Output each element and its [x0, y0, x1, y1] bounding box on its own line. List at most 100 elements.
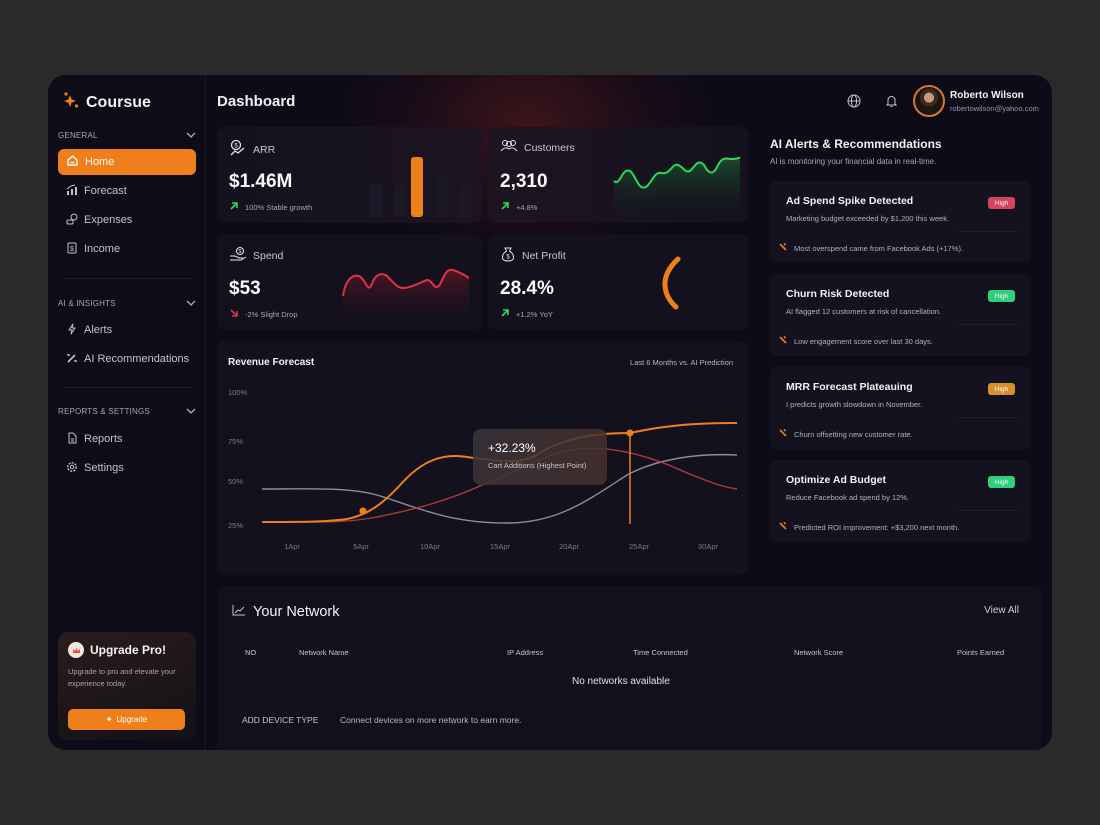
- page-title: Dashboard: [217, 93, 296, 110]
- sidebar-item-label: AI Recommendations: [84, 353, 190, 365]
- kpi-delta-text: +4.8%: [516, 202, 538, 212]
- upgrade-button[interactable]: ✦ Upgrade: [68, 709, 185, 730]
- upgrade-title-text: Upgrade Pro!: [90, 643, 167, 657]
- ai-alerts-title: AI Alerts & Recommendations: [770, 137, 942, 151]
- user-name: Roberto Wilson: [950, 90, 1024, 101]
- kpi-value: 28.4%: [500, 278, 554, 299]
- sidebar-divider: [62, 387, 192, 388]
- column-header[interactable]: Network Score: [794, 648, 844, 657]
- alert-card[interactable]: MRR Forecast Plateauing High I predicts …: [770, 367, 1031, 449]
- kpi-delta: +4.8%: [500, 201, 537, 213]
- kpi-delta-text: +1.2% YoY: [516, 309, 553, 319]
- kpi-card-spend[interactable]: $ Spend $53 -2% Slight Drop: [217, 234, 482, 330]
- avatar[interactable]: [913, 85, 945, 117]
- revenue-forecast-card: Revenue Forecast Last 6 Months vs. AI Pr…: [217, 341, 748, 575]
- alert-divider: [957, 417, 1017, 418]
- chart-title: Revenue Forecast: [228, 357, 315, 368]
- revenue-line-chart[interactable]: [217, 341, 748, 575]
- view-all-link[interactable]: View All: [984, 605, 1019, 616]
- alert-description: Reduce Facebook ad spend by 12%.: [786, 493, 909, 502]
- kpi-value: $1.46M: [229, 171, 293, 192]
- section-general[interactable]: GENERAL: [58, 131, 196, 140]
- arr-bar-chart: [370, 157, 471, 217]
- sidebar-item-alerts[interactable]: Alerts: [58, 317, 196, 343]
- x-tick: 20Apr: [558, 542, 580, 551]
- alert-title: MRR Forecast Plateauing: [786, 381, 913, 393]
- kpi-delta-text: -2% Slight Drop: [245, 309, 298, 319]
- upgrade-title: Upgrade Pro!: [68, 642, 186, 658]
- kpi-value: $53: [229, 278, 261, 299]
- kpi-delta: 100% Stable growth: [229, 201, 312, 213]
- section-label: REPORTS & SETTINGS: [58, 407, 150, 416]
- sidebar-item-home[interactable]: Home: [58, 149, 196, 175]
- sidebar-divider: [62, 278, 192, 279]
- alert-note-text: Predicted ROI improvement: +$3,200 next …: [794, 522, 960, 532]
- add-device-description: Connect devices on more network to earn …: [340, 715, 522, 725]
- column-header[interactable]: Time Connected: [633, 648, 688, 657]
- globe-icon[interactable]: [845, 92, 863, 110]
- upgrade-pro-card: Upgrade Pro! Upgrade to pro and elevate …: [58, 632, 196, 740]
- alert-description: AI flagged 12 customers at risk of cance…: [786, 307, 942, 316]
- arrow-up-right-icon: [500, 201, 510, 213]
- kpi-card-customers[interactable]: Customers 2,310 +4.8%: [488, 127, 748, 223]
- sidebar-item-label: Reports: [84, 433, 123, 445]
- kpi-title: Customers: [500, 139, 575, 156]
- magic-wand-icon: [66, 352, 78, 367]
- kpi-label: Net Profit: [522, 249, 566, 262]
- chart-tooltip: +32.23% Cart Additions (Highest Point): [473, 429, 607, 485]
- alert-card[interactable]: Churn Risk Detected High AI flagged 12 c…: [770, 274, 1031, 356]
- money-bag-icon: $: [500, 246, 516, 265]
- svg-text:$: $: [70, 246, 74, 253]
- sidebar-item-forecast[interactable]: Forecast: [58, 178, 196, 204]
- brand-logo[interactable]: Coursue: [62, 91, 151, 114]
- sidebar-item-settings[interactable]: Settings: [58, 455, 196, 481]
- x-tick: 30Apr: [697, 542, 719, 551]
- sidebar-item-expenses[interactable]: Expenses: [58, 207, 196, 233]
- column-header[interactable]: IP Address: [507, 648, 544, 657]
- y-tick: 25%: [228, 521, 244, 530]
- sidebar-item-label: Forecast: [84, 185, 127, 197]
- add-device-type[interactable]: ADD DEVICE TYPE: [242, 715, 319, 725]
- trend-chart-icon: [232, 604, 246, 620]
- crown-icon: [68, 642, 84, 658]
- magic-wand-icon: [778, 521, 788, 533]
- arrow-up-right-icon: [500, 308, 510, 320]
- column-header[interactable]: Points Earned: [957, 648, 1005, 657]
- arrow-up-right-icon: [229, 201, 239, 213]
- alert-title: Churn Risk Detected: [786, 288, 890, 300]
- network-title-text: Your Network: [253, 604, 340, 620]
- sidebar: Coursue GENERAL Home Forecast Expenses $…: [48, 75, 206, 750]
- sidebar-item-ai-recommendations[interactable]: AI Recommendations: [58, 346, 196, 372]
- alert-card[interactable]: Ad Spend Spike Detected High Marketing b…: [770, 181, 1031, 263]
- priority-badge: High: [988, 290, 1015, 302]
- y-tick: 50%: [228, 477, 244, 486]
- bell-icon[interactable]: [882, 92, 900, 110]
- section-ai-insights[interactable]: AI & INSIGHTS: [58, 299, 196, 308]
- svg-text:$: $: [239, 249, 242, 255]
- chart-subtitle[interactable]: Last 6 Months vs. AI Prediction: [630, 358, 733, 367]
- network-card: Your Network View All NO Network Name IP…: [217, 586, 1041, 750]
- column-header[interactable]: NO: [245, 648, 257, 657]
- kpi-label: Spend: [253, 249, 284, 262]
- sidebar-item-income[interactable]: $ Income: [58, 236, 196, 262]
- alert-description: I predicts growth slowdown in November.: [786, 400, 923, 409]
- kpi-label: ARR: [253, 143, 276, 156]
- priority-badge: High: [988, 383, 1015, 395]
- alert-note-text: Most overspend came from Facebook Ads (+…: [794, 243, 964, 253]
- section-reports-settings[interactable]: REPORTS & SETTINGS: [58, 407, 196, 416]
- kpi-card-net-profit[interactable]: $ Net Profit 28.4% +1.2% YoY: [488, 234, 748, 330]
- column-header[interactable]: Network Name: [299, 648, 349, 657]
- x-tick: 15Apr: [489, 542, 511, 551]
- alert-description: Marketing budget exceeded by $1,200 this…: [786, 214, 950, 223]
- alert-card[interactable]: Optimize Ad Budget High Reduce Facebook …: [770, 460, 1031, 542]
- upgrade-description: Upgrade to pro and elevate your experien…: [68, 667, 176, 688]
- alert-note: Most overspend came from Facebook Ads (+…: [778, 242, 963, 254]
- y-tick: 75%: [228, 437, 244, 446]
- sidebar-item-reports[interactable]: Reports: [58, 426, 196, 452]
- svg-text:$: $: [506, 255, 510, 261]
- chevron-down-icon: [186, 299, 196, 308]
- x-tick: 25Apr: [628, 542, 650, 551]
- alert-note: Churn offsetting new customer rate.: [778, 428, 913, 440]
- kpi-card-arr[interactable]: $ ARR $1.46M 100% Stable growth: [217, 127, 482, 223]
- coins-icon: [66, 213, 78, 228]
